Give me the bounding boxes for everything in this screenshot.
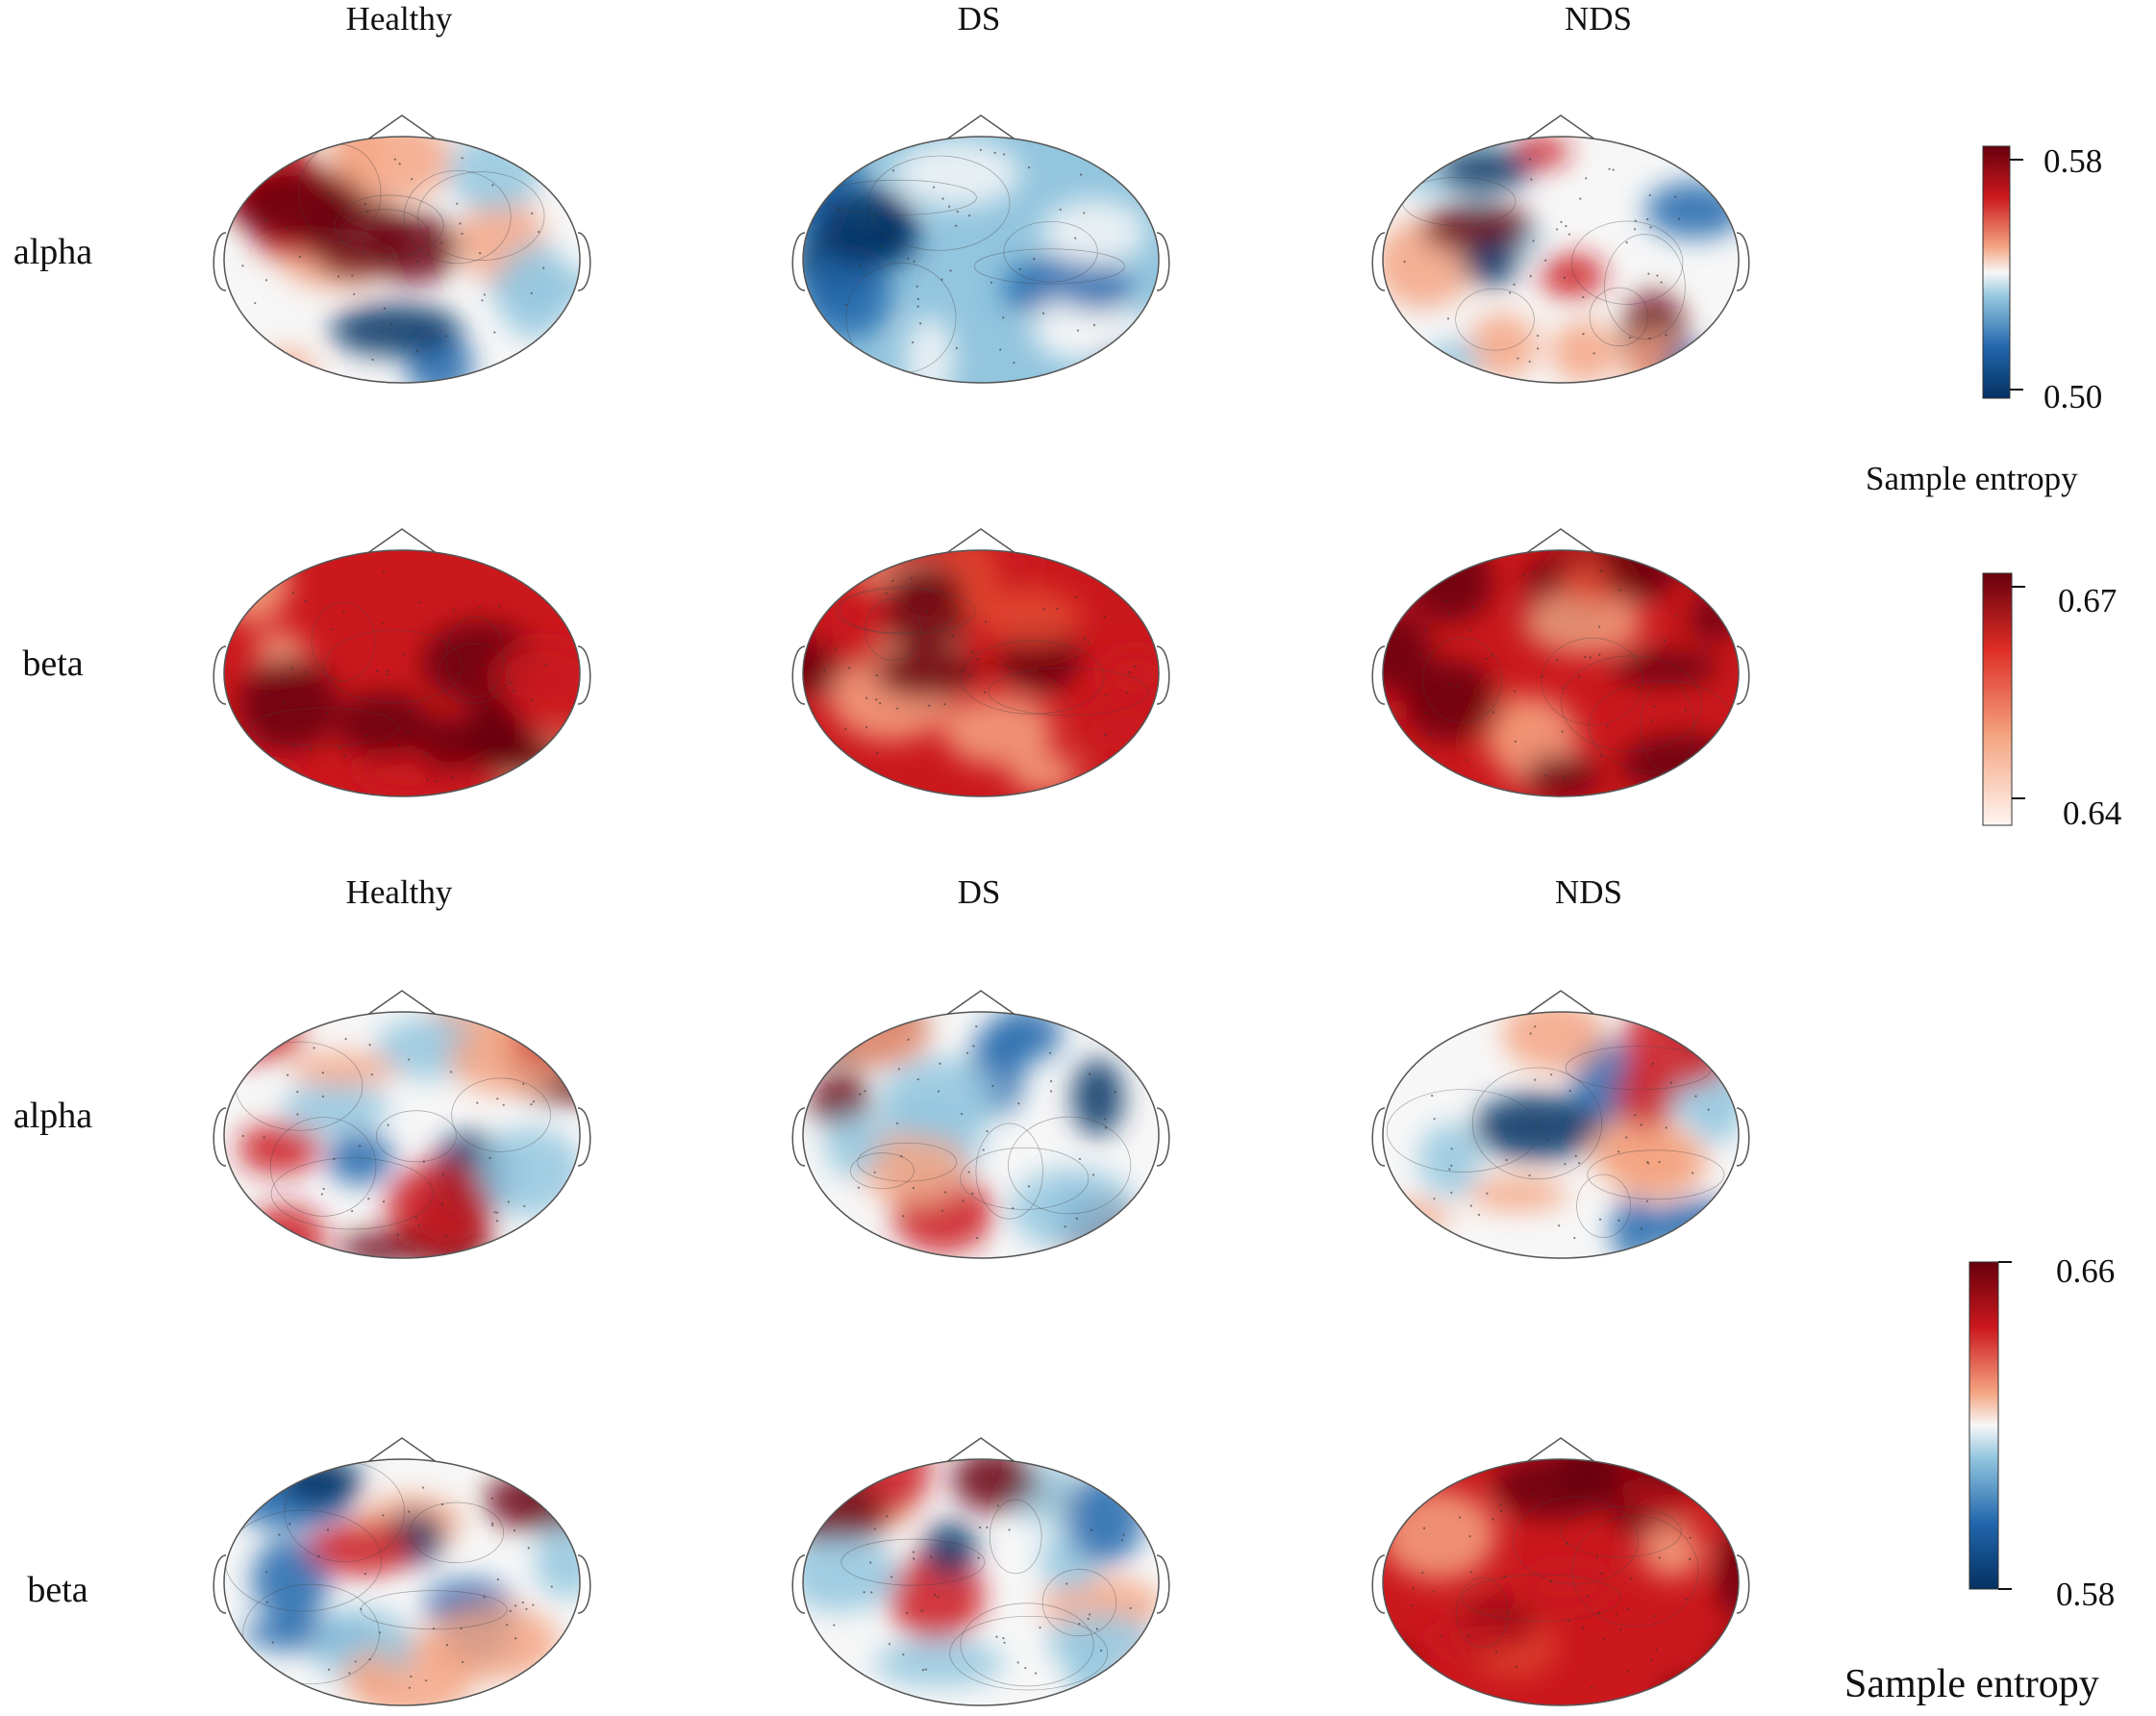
nose-outline [1521, 990, 1600, 1019]
left-ear-outline [213, 645, 227, 705]
right-ear-outline [1156, 232, 1170, 291]
right-ear-outline [577, 1554, 591, 1614]
row-label-alpha-top: alpha [13, 232, 93, 272]
topomap-beta-nds-panel1 [1371, 528, 1750, 797]
topomap-beta-ds-panel2 [791, 1437, 1170, 1706]
colorbar-3 [1968, 1261, 2012, 1590]
nose-outline [941, 114, 1020, 143]
topomap-alpha-nds-panel2 [1371, 990, 1750, 1259]
topomap-beta-healthy-panel1 [213, 528, 591, 797]
topomap-alpha-nds-panel1 [1371, 114, 1750, 384]
nose-outline [363, 990, 441, 1019]
column-title-ds-top: DS [957, 0, 1001, 38]
left-ear-outline [791, 645, 806, 705]
colorbar-3-max-label: 0.66 [2056, 1252, 2116, 1290]
right-ear-outline [1736, 1107, 1750, 1167]
left-ear-outline [213, 232, 227, 291]
right-ear-outline [577, 645, 591, 705]
nose-outline [363, 528, 441, 557]
nose-outline [941, 990, 1020, 1019]
colorbar-1-max-label: 0.58 [2043, 142, 2103, 180]
topomap-alpha-ds-panel1 [791, 114, 1170, 384]
left-ear-outline [791, 1554, 806, 1614]
head-outline [802, 1458, 1160, 1706]
nose-outline [1521, 528, 1600, 557]
column-title-nds-bottom: NDS [1554, 873, 1623, 911]
head-outline [223, 1458, 581, 1706]
colorbar-3-title: Sample entropy [1844, 1662, 2099, 1706]
colorbar-2 [1982, 572, 2025, 826]
left-ear-outline [791, 1107, 806, 1167]
head-outline [1382, 136, 1740, 384]
nose-outline [1521, 1437, 1600, 1466]
head-outline [1382, 1458, 1740, 1706]
nose-outline [1521, 114, 1600, 143]
topomap-alpha-ds-panel2 [791, 990, 1170, 1259]
nose-outline [363, 1437, 441, 1466]
column-title-nds-top: NDS [1564, 0, 1633, 38]
head-outline [1382, 549, 1740, 797]
topomap-alpha-healthy-panel1 [213, 114, 591, 384]
right-ear-outline [577, 232, 591, 291]
row-label-beta-top: beta [22, 644, 84, 684]
colorbar-3-min-label: 0.58 [2056, 1576, 2116, 1613]
column-title-healthy-bottom: Healthy [345, 873, 453, 911]
column-title-healthy-top: Healthy [345, 0, 453, 38]
right-ear-outline [1156, 645, 1170, 705]
topomap-beta-healthy-panel2 [213, 1437, 591, 1706]
right-ear-outline [1736, 232, 1750, 291]
topomap-beta-ds-panel1 [791, 528, 1170, 797]
left-ear-outline [1371, 232, 1386, 291]
column-title-ds-bottom: DS [957, 873, 1001, 911]
left-ear-outline [1371, 1554, 1386, 1614]
colorbar-1-min-label: 0.50 [2043, 378, 2103, 416]
head-outline [223, 1011, 581, 1259]
left-ear-outline [791, 232, 806, 291]
row-label-alpha-bottom: alpha [13, 1096, 93, 1136]
head-outline [802, 136, 1160, 384]
nose-outline [941, 528, 1020, 557]
nose-outline [941, 1437, 1020, 1466]
head-outline [223, 136, 581, 384]
left-ear-outline [1371, 1107, 1386, 1167]
colorbar-1 [1982, 145, 2023, 399]
right-ear-outline [1736, 1554, 1750, 1614]
right-ear-outline [1736, 645, 1750, 705]
right-ear-outline [577, 1107, 591, 1167]
colorbar-2-max-label: 0.67 [2058, 582, 2118, 619]
head-outline [1382, 1011, 1740, 1259]
head-outline [223, 549, 581, 797]
head-outline [802, 1011, 1160, 1259]
topomap-beta-nds-panel2 [1371, 1437, 1750, 1706]
left-ear-outline [1371, 645, 1386, 705]
colorbar-2-min-label: 0.64 [2063, 795, 2122, 832]
right-ear-outline [1156, 1107, 1170, 1167]
row-label-beta-bottom: beta [27, 1570, 88, 1610]
colorbar-1-title: Sample entropy [1866, 460, 2078, 497]
left-ear-outline [213, 1107, 227, 1167]
nose-outline [363, 114, 441, 143]
left-ear-outline [213, 1554, 227, 1614]
right-ear-outline [1156, 1554, 1170, 1614]
head-outline [802, 549, 1160, 797]
topomap-alpha-healthy-panel2 [213, 990, 591, 1259]
